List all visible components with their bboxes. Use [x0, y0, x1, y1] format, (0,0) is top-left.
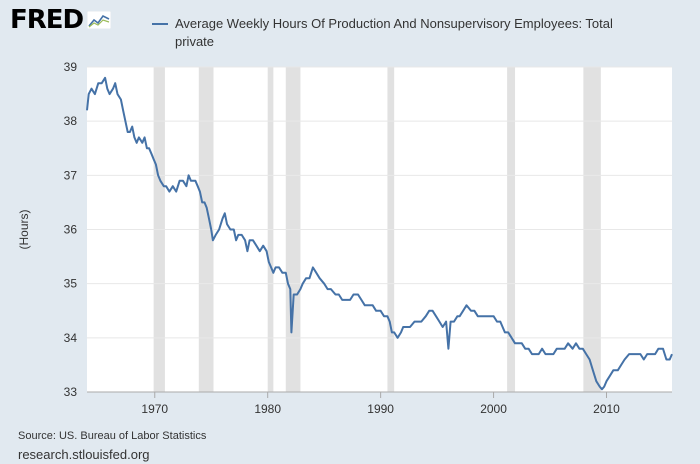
y-tick-label: 33 — [64, 385, 78, 399]
fred-logo-text: FRED — [10, 5, 84, 35]
y-tick-label: 34 — [64, 331, 78, 345]
y-tick-label: 37 — [64, 168, 78, 182]
y-tick-label: 36 — [64, 223, 78, 237]
fred-logo[interactable]: FRED — [10, 5, 112, 35]
y-tick-label: 35 — [64, 277, 78, 291]
y-tick-label: 38 — [64, 114, 78, 128]
x-tick-label: 2010 — [593, 402, 620, 416]
legend-swatch — [152, 23, 168, 25]
fred-graph-icon — [87, 11, 112, 29]
x-tick-label: 1970 — [141, 402, 168, 416]
source-note: Source: US. Bureau of Labor Statistics — [18, 430, 207, 442]
x-tick-label: 1990 — [367, 402, 394, 416]
legend-series-label: Average Weekly Hours Of Production And N… — [175, 16, 613, 49]
source-url[interactable]: research.stlouisfed.org — [18, 447, 150, 462]
x-tick-label: 1980 — [254, 402, 281, 416]
y-axis-label: (Hours) — [17, 209, 31, 249]
series-line — [86, 76, 673, 391]
chart-legend: Average Weekly Hours Of Production And N… — [152, 15, 632, 51]
y-tick-label: 39 — [64, 60, 78, 74]
x-tick-label: 2000 — [480, 402, 507, 416]
